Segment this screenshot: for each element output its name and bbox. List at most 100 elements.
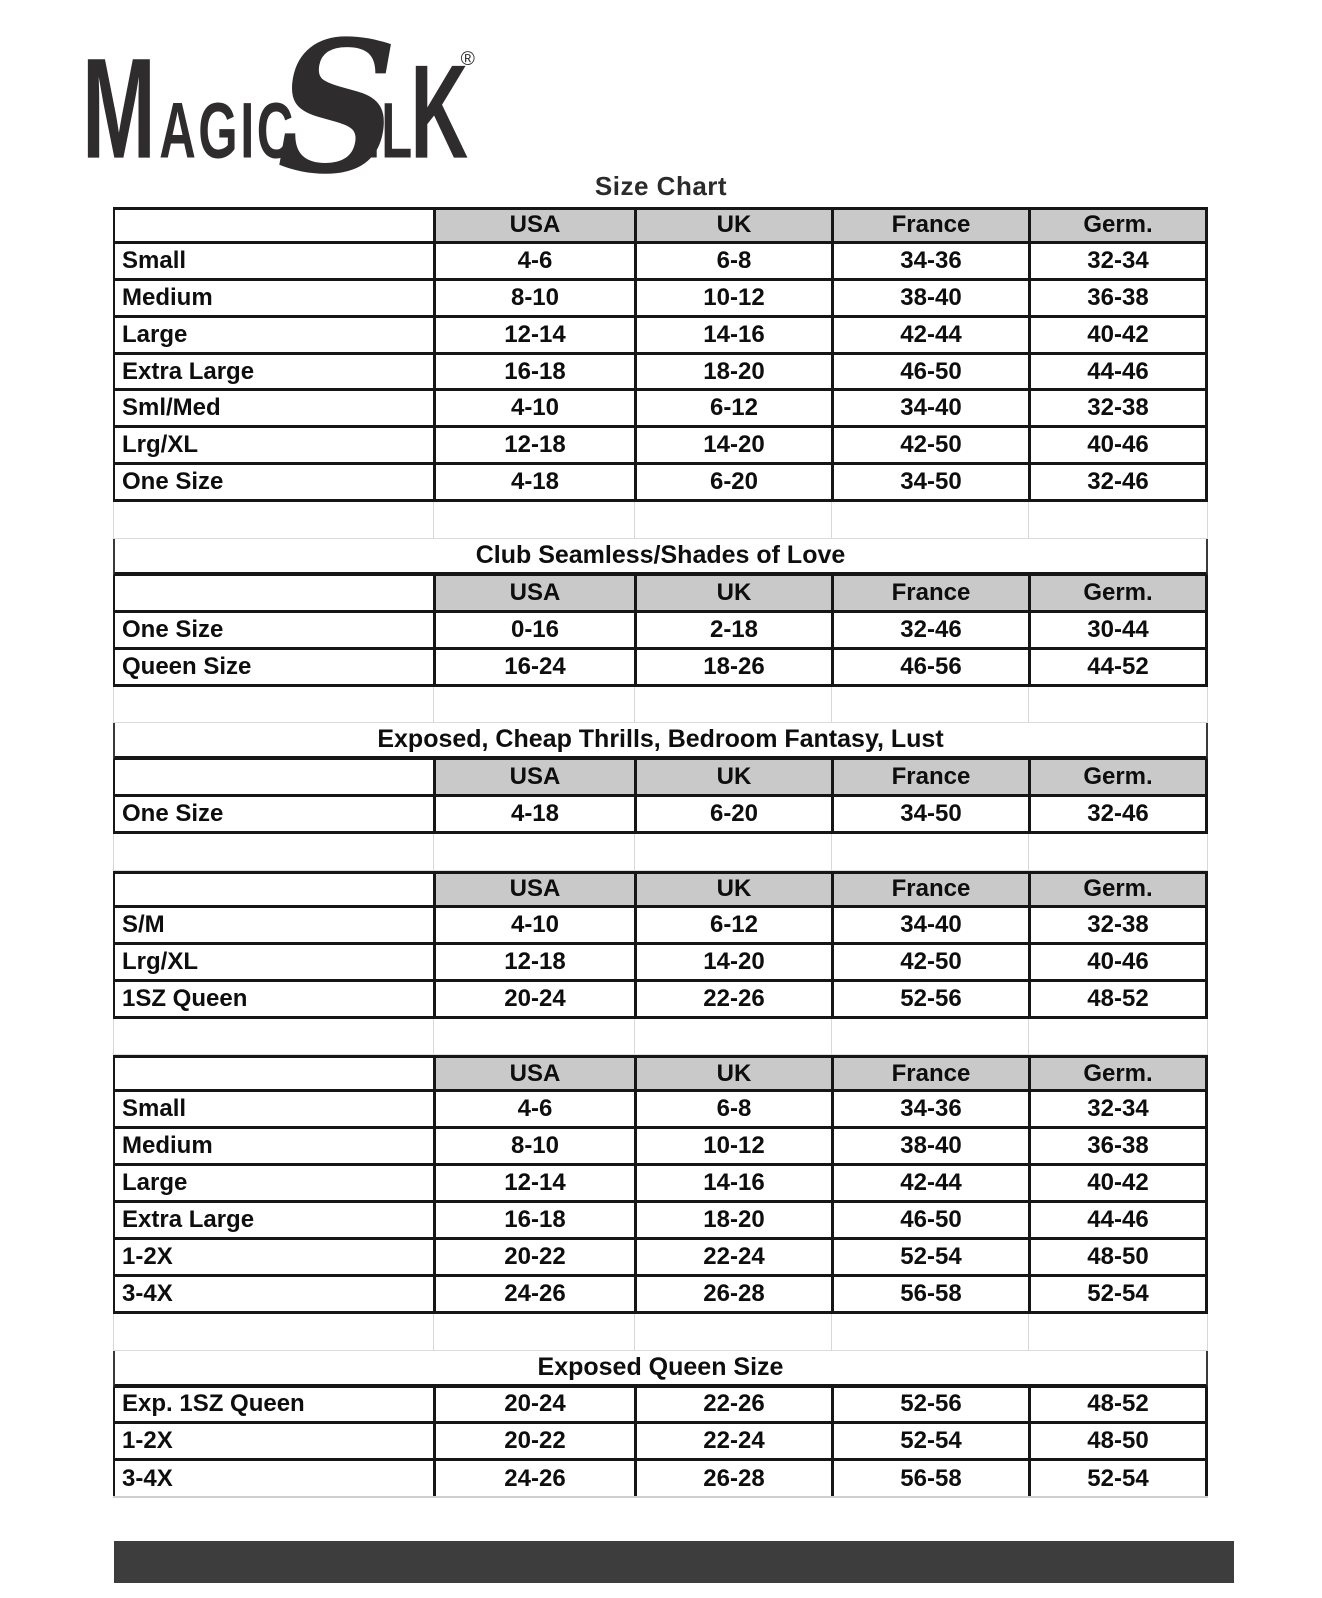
column-header-row: USA UK France Germ. — [113, 575, 1208, 613]
spacer-cell — [113, 1018, 433, 1055]
size-value-cell: 52-56 — [831, 1387, 1028, 1422]
row-label-cell: S/M — [113, 907, 433, 942]
brand-logo: M AGIC S IL K ® — [80, 2, 480, 215]
size-value-cell: 32-38 — [1028, 907, 1208, 942]
size-value-cell: 18-20 — [634, 354, 831, 389]
row-label-cell: Exp. 1SZ Queen — [113, 1387, 433, 1422]
size-value-cell: 14-20 — [634, 944, 831, 979]
row-label-cell: 3-4X — [113, 1461, 433, 1497]
size-value-cell: 22-26 — [634, 981, 831, 1016]
column-header-cell: Germ. — [1028, 210, 1208, 241]
row-label-cell: Large — [113, 1166, 433, 1201]
table-row: Sml/Med 4-10 6-12 34-40 32-38 — [113, 391, 1208, 429]
size-value-cell: 4-10 — [433, 907, 634, 942]
size-value-cell: 8-10 — [433, 1129, 634, 1164]
row-label-cell: One Size — [113, 797, 433, 832]
size-value-cell: 18-20 — [634, 1203, 831, 1237]
table-row: 3-4X 24-26 26-28 56-58 52-54 — [113, 1276, 1208, 1314]
size-value-cell: 22-24 — [634, 1424, 831, 1459]
size-value-cell: 20-24 — [433, 1387, 634, 1422]
bottom-bar — [114, 1541, 1234, 1583]
size-value-cell: 34-36 — [831, 243, 1028, 278]
spacer-row — [113, 1018, 1208, 1056]
size-value-cell: 34-36 — [831, 1092, 1028, 1127]
table-row: 3-4X 24-26 26-28 56-58 52-54 — [113, 1461, 1208, 1499]
size-value-cell: 52-54 — [1028, 1276, 1208, 1311]
size-value-cell: 34-50 — [831, 465, 1028, 500]
row-label-cell: Lrg/XL — [113, 944, 433, 979]
spacer-cell — [831, 502, 1028, 539]
size-value-cell: 46-50 — [831, 354, 1028, 389]
size-value-cell: 6-20 — [634, 797, 831, 832]
column-header-cell: Germ. — [1028, 575, 1208, 610]
row-label-cell: Medium — [113, 1129, 433, 1164]
spacer-cell — [1028, 686, 1208, 723]
row-label-cell: Medium — [113, 280, 433, 315]
size-value-cell: 56-58 — [831, 1461, 1028, 1497]
row-label-cell: Large — [113, 317, 433, 352]
section-title-row: Exposed, Cheap Thrills, Bedroom Fantasy,… — [113, 723, 1208, 761]
section-title: Exposed, Cheap Thrills, Bedroom Fantasy,… — [377, 725, 944, 754]
table-row: Small 4-6 6-8 34-36 32-34 — [113, 1092, 1208, 1130]
size-value-cell: 14-16 — [634, 1166, 831, 1201]
size-value-cell: 34-50 — [831, 797, 1028, 832]
size-value-cell: 52-54 — [831, 1424, 1028, 1459]
spacer-cell — [1028, 1018, 1208, 1055]
size-value-cell: 48-52 — [1028, 981, 1208, 1016]
size-value-cell: 24-26 — [433, 1461, 634, 1497]
row-label-cell: One Size — [113, 465, 433, 500]
size-value-cell: 42-50 — [831, 944, 1028, 979]
column-header-cell: USA — [433, 1058, 634, 1090]
size-value-cell: 22-26 — [634, 1387, 831, 1422]
size-value-cell: 52-54 — [1028, 1461, 1208, 1497]
size-value-cell: 52-56 — [831, 981, 1028, 1016]
spacer-cell — [1028, 1313, 1208, 1350]
row-label-cell: Extra Large — [113, 1203, 433, 1237]
spacer-cell — [831, 686, 1028, 723]
size-value-cell: 48-50 — [1028, 1424, 1208, 1459]
column-header-row: USA UK France Germ. — [113, 760, 1208, 798]
size-value-cell: 40-46 — [1028, 944, 1208, 979]
magic-silk-logo-svg: M AGIC S IL K ® — [82, 2, 475, 215]
spacer-row — [113, 834, 1208, 872]
size-value-cell: 40-46 — [1028, 428, 1208, 463]
size-value-cell: 36-38 — [1028, 280, 1208, 315]
size-value-cell: 48-50 — [1028, 1239, 1208, 1274]
table-row: Lrg/XL 12-18 14-20 42-50 40-46 — [113, 428, 1208, 466]
row-label-cell: 1-2X — [113, 1239, 433, 1274]
column-header-cell: France — [831, 575, 1028, 610]
row-label-cell: Queen Size — [113, 649, 433, 684]
section-title: Club Seamless/Shades of Love — [475, 540, 846, 569]
column-header-cell: Germ. — [1028, 874, 1208, 905]
logo-letter-k: K — [410, 38, 468, 179]
table-row: Extra Large 16-18 18-20 46-50 44-46 — [113, 1203, 1208, 1240]
size-value-cell: 20-22 — [433, 1239, 634, 1274]
spacer-row — [113, 502, 1208, 540]
size-value-cell: 6-8 — [634, 243, 831, 278]
spacer-cell — [831, 1018, 1028, 1055]
size-value-cell: 12-14 — [433, 1166, 634, 1201]
section-title-row: Exposed Queen Size — [113, 1350, 1208, 1388]
size-value-cell: 16-18 — [433, 1203, 634, 1237]
size-value-cell: 8-10 — [433, 280, 634, 315]
spacer-cell — [433, 1313, 634, 1350]
spacer-cell — [1028, 502, 1208, 539]
table-row: Queen Size 16-24 18-26 46-56 44-52 — [113, 649, 1208, 687]
size-value-cell: 44-52 — [1028, 649, 1208, 684]
column-header-cell: UK — [634, 760, 831, 795]
table-row: One Size 4-18 6-20 34-50 32-46 — [113, 465, 1208, 503]
size-value-cell: 36-38 — [1028, 1129, 1208, 1164]
size-value-cell: 46-50 — [831, 1203, 1028, 1237]
table-row: One Size 4-18 6-20 34-50 32-46 — [113, 797, 1208, 835]
spacer-cell — [433, 834, 634, 871]
logo-letters-il: IL — [366, 87, 414, 175]
row-label-header-cell — [113, 760, 433, 795]
size-value-cell: 34-40 — [831, 907, 1028, 942]
table-row: S/M 4-10 6-12 34-40 32-38 — [113, 907, 1208, 945]
size-value-cell: 12-18 — [433, 944, 634, 979]
spacer-cell — [113, 834, 433, 871]
size-value-cell: 4-18 — [433, 797, 634, 832]
size-value-cell: 42-50 — [831, 428, 1028, 463]
registered-trademark-icon: ® — [461, 49, 475, 70]
section-title: Exposed Queen Size — [537, 1352, 784, 1381]
